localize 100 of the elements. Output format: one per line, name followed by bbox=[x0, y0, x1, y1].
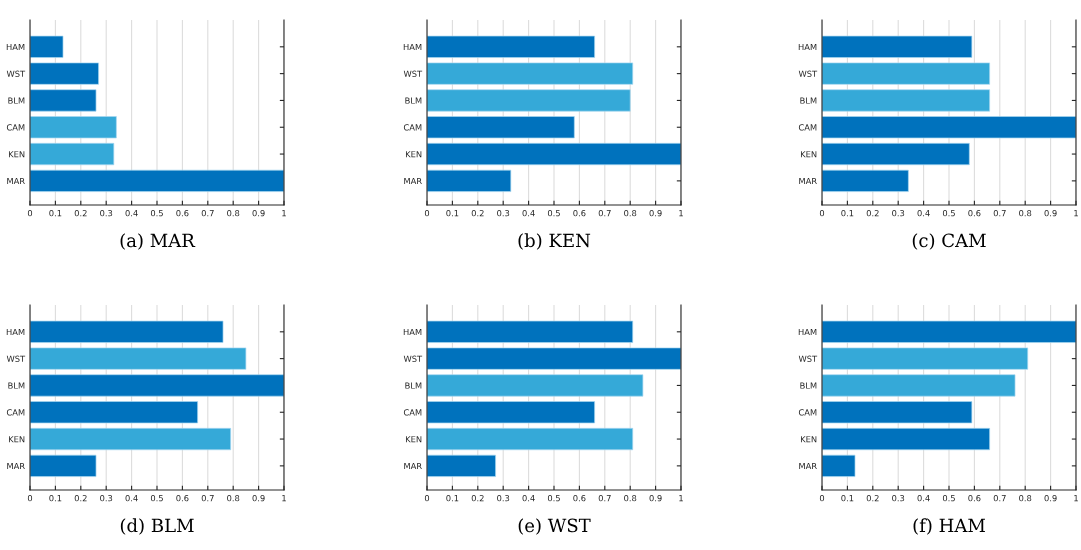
x-tick-label: 0.8 bbox=[227, 210, 240, 217]
text: (a) MAR bbox=[120, 233, 196, 250]
x-tick-label: 0.5 bbox=[547, 495, 560, 502]
y-tick-label: CAM bbox=[6, 124, 25, 131]
bar bbox=[822, 374, 1016, 397]
x-tick-label: 0.4 bbox=[917, 210, 930, 217]
y-tick-label: MAR bbox=[799, 462, 817, 470]
bar bbox=[822, 35, 973, 58]
x-tick-label: 0 bbox=[819, 495, 825, 502]
bar bbox=[30, 427, 232, 451]
x-tick-label: 0.4 bbox=[125, 495, 138, 502]
text: (c) CAM bbox=[912, 233, 986, 250]
x-tick-label: 0.8 bbox=[624, 210, 637, 217]
x-tick-label: 0.6 bbox=[573, 495, 586, 502]
bar bbox=[822, 401, 973, 424]
y-tick-label: WST bbox=[403, 70, 423, 77]
y-tick-label: WST bbox=[403, 355, 423, 362]
y-tick-label: CAM bbox=[798, 124, 817, 131]
bar bbox=[822, 454, 856, 477]
bar bbox=[427, 347, 681, 370]
x-tick-label: 0.5 bbox=[547, 210, 560, 217]
bar bbox=[822, 320, 1076, 343]
bar bbox=[30, 454, 97, 477]
y-tick-label: CAM bbox=[6, 409, 25, 416]
y-tick-label: BLM bbox=[800, 382, 817, 389]
x-tick-label: 0.8 bbox=[1019, 210, 1032, 217]
x-tick-label: 0.9 bbox=[252, 210, 265, 217]
x-tick-label: 0.6 bbox=[968, 495, 981, 502]
x-tick-label: 1 bbox=[282, 210, 286, 217]
text: (e) WST bbox=[518, 518, 591, 535]
x-tick-label: 0.1 bbox=[841, 210, 854, 217]
x-tick-label: 0.5 bbox=[150, 495, 163, 502]
x-tick-label: 1 bbox=[1074, 495, 1078, 502]
x-tick-label: 0.9 bbox=[649, 210, 662, 217]
y-tick-label: HAM bbox=[6, 43, 25, 50]
bar bbox=[30, 320, 224, 343]
x-tick-label: 0.2 bbox=[471, 210, 484, 217]
x-tick-label: 1 bbox=[282, 495, 286, 502]
x-tick-label: 0.4 bbox=[522, 495, 535, 502]
y-tick-label: WST bbox=[798, 355, 818, 362]
y-tick-label: MAR bbox=[404, 462, 422, 470]
x-tick-label: 0.5 bbox=[942, 210, 955, 217]
bar bbox=[30, 116, 117, 139]
bar bbox=[30, 142, 115, 166]
bar bbox=[30, 374, 284, 397]
y-tick-label: BLM bbox=[8, 382, 25, 389]
y-tick-label: KEN bbox=[800, 151, 817, 158]
y-tick-label: HAM bbox=[798, 43, 817, 50]
y-tick-label: MAR bbox=[799, 177, 817, 185]
x-tick-label: 0.6 bbox=[176, 210, 189, 217]
bar bbox=[30, 62, 99, 85]
bar bbox=[822, 142, 970, 166]
x-tick-label: 0.8 bbox=[624, 495, 637, 502]
y-tick-label: KEN bbox=[8, 436, 25, 443]
x-tick-label: 0.5 bbox=[150, 210, 163, 217]
x-tick-label: 0.2 bbox=[866, 495, 879, 502]
bar bbox=[427, 35, 595, 58]
y-tick-label: BLM bbox=[8, 97, 25, 104]
x-tick-label: 0 bbox=[819, 210, 825, 217]
x-tick-label: 0.7 bbox=[201, 495, 214, 502]
bar bbox=[822, 169, 909, 192]
bar bbox=[427, 374, 644, 397]
x-tick-label: 0.1 bbox=[49, 495, 62, 502]
text: (d) BLM bbox=[120, 518, 194, 535]
x-tick-label: 0.2 bbox=[74, 495, 87, 502]
y-tick-label: KEN bbox=[405, 151, 422, 158]
y-tick-label: HAM bbox=[6, 328, 25, 335]
x-tick-label: 0.3 bbox=[497, 495, 510, 502]
y-tick-label: HAM bbox=[403, 43, 422, 50]
y-tick-label: BLM bbox=[800, 97, 817, 104]
bar bbox=[427, 89, 631, 112]
y-tick-label: MAR bbox=[404, 177, 422, 185]
bar bbox=[822, 89, 990, 112]
bar bbox=[427, 169, 512, 192]
bar bbox=[427, 62, 634, 85]
y-tick-label: KEN bbox=[800, 436, 817, 443]
x-tick-label: 0.7 bbox=[201, 210, 214, 217]
y-tick-label: WST bbox=[798, 70, 818, 77]
bar bbox=[427, 401, 595, 424]
x-tick-label: 0.1 bbox=[49, 210, 62, 217]
x-tick-label: 0.4 bbox=[917, 495, 930, 502]
y-tick-label: WST bbox=[6, 70, 26, 77]
x-tick-label: 0.1 bbox=[841, 495, 854, 502]
x-tick-label: 0.7 bbox=[598, 495, 611, 502]
x-tick-label: 0 bbox=[424, 210, 430, 217]
x-tick-label: 0.8 bbox=[1019, 495, 1032, 502]
x-tick-label: 0.9 bbox=[1044, 210, 1057, 217]
y-tick-label: HAM bbox=[403, 328, 422, 335]
x-tick-label: 0.1 bbox=[446, 495, 459, 502]
bar bbox=[30, 89, 97, 112]
y-tick-label: KEN bbox=[405, 436, 422, 443]
y-tick-label: MAR bbox=[7, 177, 25, 185]
y-tick-label: MAR bbox=[7, 462, 25, 470]
bar bbox=[822, 347, 1029, 370]
x-tick-label: 0.6 bbox=[176, 495, 189, 502]
x-tick-label: 0.6 bbox=[968, 210, 981, 217]
x-tick-label: 0.3 bbox=[100, 495, 113, 502]
bar bbox=[30, 169, 284, 192]
bar bbox=[30, 35, 64, 58]
y-tick-label: CAM bbox=[403, 409, 422, 416]
